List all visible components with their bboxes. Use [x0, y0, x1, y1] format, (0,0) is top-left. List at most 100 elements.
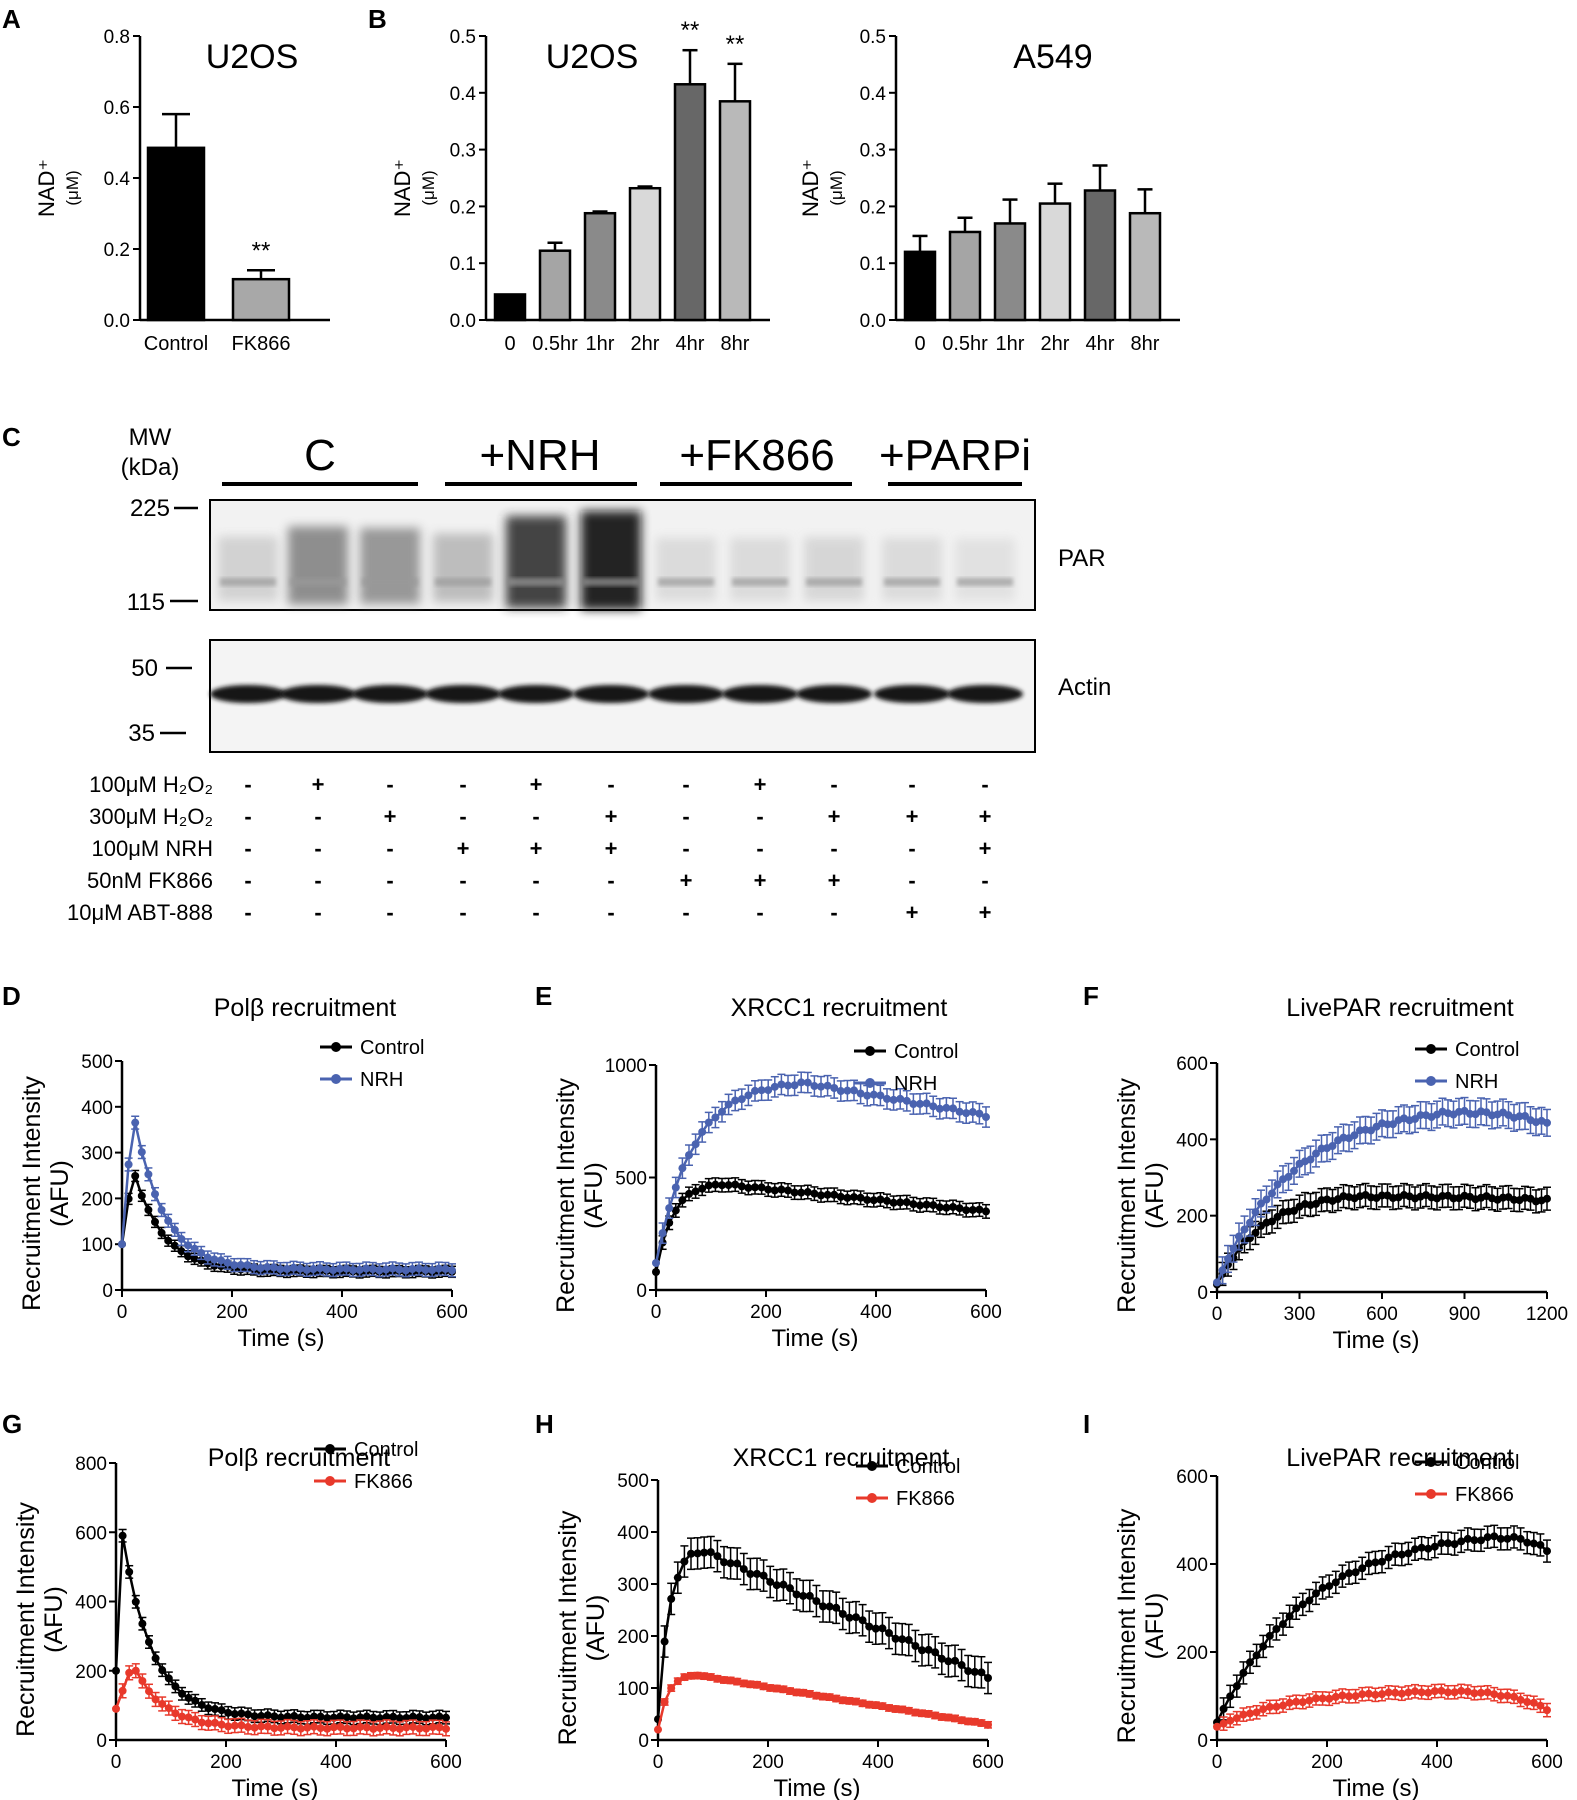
data-point	[190, 1244, 199, 1253]
data-point	[982, 1113, 990, 1122]
data-point	[935, 1104, 944, 1113]
data-point	[1389, 1120, 1397, 1129]
data-point	[389, 1712, 398, 1721]
data-point	[395, 1714, 404, 1723]
actin-band	[874, 685, 950, 703]
data-point	[1259, 1705, 1268, 1714]
data-point	[197, 1718, 206, 1727]
par-lane-band	[732, 578, 788, 586]
x-tick-label: 0	[1212, 1304, 1223, 1325]
data-point	[244, 1723, 252, 1732]
blot-label-actin: Actin	[1058, 674, 1111, 701]
data-point	[691, 1187, 700, 1196]
data-point	[1272, 1702, 1281, 1711]
data-point	[1523, 1698, 1532, 1707]
y-tick-label: 400	[1176, 1555, 1208, 1576]
y-axis-label: Recruitment Intensity	[1113, 1078, 1141, 1313]
data-point	[1543, 1706, 1551, 1715]
data-point	[779, 1685, 788, 1694]
data-point	[1477, 1688, 1485, 1697]
panel-letter-d: D	[2, 981, 21, 1011]
data-point	[737, 1182, 746, 1191]
data-point	[157, 1228, 166, 1237]
chart-d: 0 100 200 300 400 500 0 200 400 600 Time (s) Recrui…	[18, 994, 468, 1352]
data-point	[929, 1201, 938, 1210]
data-point	[335, 1264, 344, 1273]
data-point	[1411, 1545, 1419, 1554]
bar-fk866	[231, 277, 291, 322]
data-point	[151, 1654, 160, 1663]
data-point	[1378, 1690, 1386, 1699]
data-point	[236, 1261, 245, 1270]
data-point	[850, 1193, 858, 1202]
data-point	[1378, 1191, 1386, 1200]
data-point	[1529, 1539, 1538, 1548]
data-point	[389, 1724, 398, 1733]
data-point	[1463, 1687, 1472, 1696]
data-point	[428, 1723, 437, 1732]
y-axis-label: Recruitment Intensity	[12, 1502, 40, 1737]
data-point	[797, 1188, 806, 1197]
data-point	[970, 1717, 979, 1726]
x-tick-label-4hr: 4hr	[676, 333, 705, 355]
data-point	[1328, 1141, 1337, 1150]
data-point	[753, 1569, 761, 1578]
data-point	[224, 1708, 233, 1717]
data-point	[336, 1723, 345, 1732]
data-point	[744, 1183, 753, 1192]
data-point	[296, 1264, 305, 1273]
data-point	[302, 1265, 311, 1274]
data-point	[421, 1265, 430, 1274]
data-point	[316, 1264, 324, 1273]
x-tick-label: 600	[972, 1752, 1004, 1773]
data-point	[137, 1191, 146, 1200]
data-point	[157, 1206, 166, 1215]
data-point	[290, 1723, 299, 1732]
treatment-sign: -	[459, 868, 466, 893]
chart-h: 0 100 200 300 400 500 0 200 400 600 Time (s) Recrui…	[554, 1444, 1004, 1800]
data-point	[124, 1160, 133, 1169]
panel-letter-f: F	[1083, 981, 1099, 1011]
data-point	[1219, 1704, 1228, 1713]
data-point	[316, 1724, 325, 1733]
legend-label-nrh: NRH	[1455, 1071, 1498, 1093]
data-point	[329, 1723, 338, 1732]
x-tick-label: 1200	[1526, 1304, 1568, 1325]
data-point	[197, 1256, 206, 1265]
legend-marker-control	[325, 1444, 335, 1454]
data-point	[949, 1202, 957, 1211]
x-tick-label: 400	[320, 1752, 352, 1773]
y-tick-label: 0	[102, 1281, 113, 1302]
y-axis-unit: (AFU)	[582, 1595, 610, 1662]
data-point	[817, 1191, 825, 1200]
data-point	[112, 1666, 120, 1675]
treatment-sign: -	[682, 836, 689, 861]
data-point	[832, 1694, 841, 1703]
data-point	[876, 1091, 885, 1100]
data-point	[158, 1699, 167, 1708]
data-point	[733, 1677, 742, 1686]
data-point	[1391, 1688, 1400, 1697]
data-point	[1251, 1208, 1260, 1217]
treatment-sign: -	[607, 772, 614, 797]
data-point	[415, 1264, 423, 1273]
x-axis-label: Time (s)	[237, 1325, 324, 1352]
data-point	[1430, 1542, 1439, 1551]
data-point	[1325, 1694, 1334, 1703]
data-point	[772, 1684, 781, 1693]
data-point	[1252, 1651, 1261, 1660]
chart-title: U2OS	[206, 38, 299, 76]
treatment-sign: +	[530, 772, 543, 797]
data-point	[434, 1264, 443, 1273]
data-point	[1516, 1695, 1525, 1704]
data-point	[667, 1684, 676, 1693]
data-point	[770, 1186, 779, 1195]
data-point	[858, 1616, 867, 1625]
data-point	[673, 1573, 682, 1582]
data-point	[309, 1264, 318, 1273]
data-point	[777, 1080, 786, 1089]
data-point	[1338, 1691, 1347, 1700]
y-tick-label: 0.1	[860, 254, 886, 275]
data-point	[263, 1722, 272, 1731]
data-point	[211, 1718, 219, 1727]
